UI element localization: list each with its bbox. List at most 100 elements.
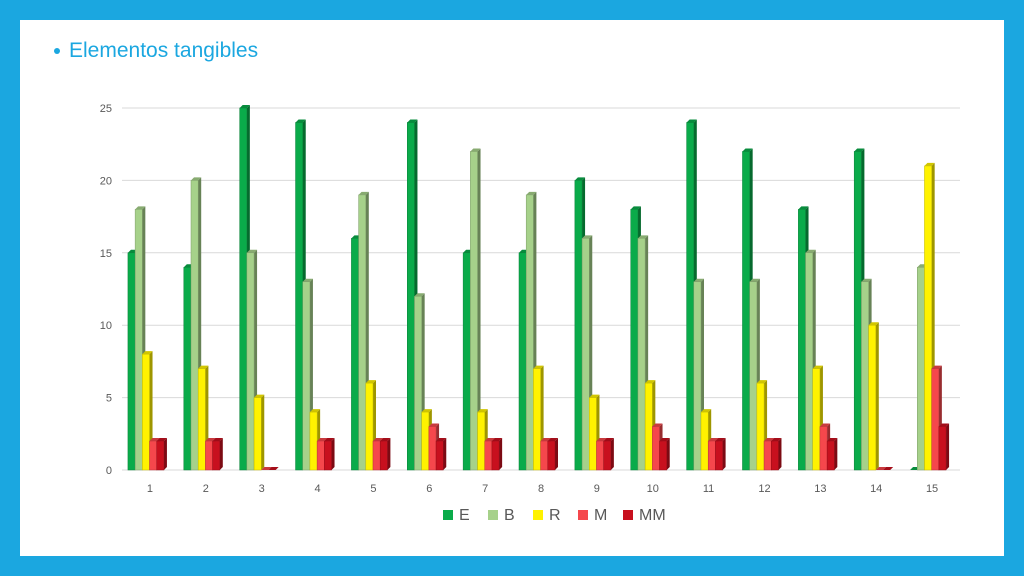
bar-MM-4 — [324, 440, 332, 471]
bar-E-11 — [686, 122, 695, 471]
bar-E-4 — [295, 122, 303, 471]
bar-top — [246, 249, 258, 253]
bar-top — [436, 438, 447, 442]
bar-top — [812, 365, 823, 369]
bar-MM-2 — [212, 440, 221, 471]
bar-MM-9 — [603, 440, 612, 471]
bar-R-5 — [365, 382, 374, 471]
bar-B-8 — [525, 194, 534, 471]
bar-M-11 — [707, 440, 716, 471]
legend-swatch-E — [443, 510, 453, 520]
bar-top — [574, 177, 586, 181]
bar-top — [742, 148, 753, 152]
bar-side — [163, 438, 167, 470]
bar-top — [659, 438, 670, 442]
bar-M-9 — [596, 440, 604, 471]
bar-top — [749, 278, 760, 282]
bar-MM-13 — [826, 440, 835, 471]
x-tick-label: 10 — [647, 483, 659, 495]
y-tick-label: 0 — [106, 465, 112, 477]
x-tick-label: 9 — [594, 483, 600, 495]
bar-top — [938, 423, 950, 427]
bar-top — [317, 438, 328, 442]
bar-R-3 — [253, 397, 262, 471]
bar-top — [149, 438, 160, 442]
bar-side — [387, 438, 391, 470]
bar-top — [686, 119, 697, 123]
bar-side — [261, 394, 265, 470]
bar-MM-8 — [547, 440, 556, 471]
bar-side — [477, 148, 481, 470]
bar-top — [805, 249, 816, 253]
bar-B-12 — [749, 281, 758, 471]
bar-top — [861, 278, 872, 282]
y-tick-label: 20 — [100, 175, 112, 187]
bar-top — [883, 467, 894, 470]
bar-top — [135, 206, 146, 210]
bar-B-9 — [581, 238, 590, 471]
bar-top — [156, 438, 167, 442]
bar-top — [239, 105, 250, 108]
legend-swatch-B — [488, 510, 498, 520]
bar-E-7 — [462, 252, 471, 471]
x-tick-label: 15 — [926, 483, 938, 495]
bar-B-7 — [470, 151, 478, 471]
bar-E-3 — [239, 107, 248, 471]
bar-top — [428, 423, 440, 427]
bar-E-10 — [630, 209, 639, 471]
x-tick-label: 1 — [147, 483, 153, 495]
bar-B-13 — [805, 252, 813, 471]
bar-R-14 — [868, 324, 877, 471]
bar-side — [778, 438, 782, 470]
bar-R-9 — [589, 397, 597, 471]
bar-R-8 — [533, 368, 541, 471]
slide-title: Elementos tangibles — [69, 39, 259, 62]
bar-MM-11 — [715, 440, 723, 471]
bar-R-15 — [924, 165, 932, 471]
bar-top — [380, 438, 391, 442]
bar-E-14 — [853, 151, 862, 471]
bar-top — [358, 191, 369, 195]
bar-E-5 — [351, 238, 359, 471]
bar-side — [722, 438, 726, 470]
bar-side — [666, 438, 670, 470]
bar-B-6 — [414, 295, 422, 471]
bar-MM-12 — [771, 440, 779, 471]
bar-top — [302, 278, 313, 282]
legend-label-M: M — [594, 507, 607, 524]
bar-top — [540, 438, 551, 442]
x-tick-label: 5 — [370, 483, 376, 495]
bar-E-12 — [742, 151, 750, 471]
bar-top — [526, 191, 537, 195]
bar-top — [701, 409, 712, 413]
bar-M-4 — [316, 440, 325, 471]
bar-B-5 — [358, 194, 367, 471]
x-tick-label: 14 — [870, 483, 882, 495]
bar-top — [582, 235, 593, 239]
bar-R-4 — [309, 411, 318, 471]
x-tick-label: 2 — [203, 483, 209, 495]
bar-side — [443, 438, 447, 470]
bar-MM-1 — [156, 440, 165, 471]
bar-R-10 — [644, 382, 653, 471]
bar-top — [421, 409, 432, 413]
bar-M-7 — [484, 440, 493, 471]
legend-swatch-R — [533, 510, 543, 520]
bar-top — [798, 206, 809, 210]
bar-top — [589, 394, 600, 398]
bar-top — [693, 278, 704, 282]
bar-top — [756, 380, 768, 384]
bar-top — [854, 148, 865, 152]
bar-top — [533, 365, 544, 369]
bar-top — [715, 438, 726, 442]
bar-B-3 — [246, 252, 255, 471]
x-tick-label: 7 — [482, 483, 488, 495]
bar-top — [212, 438, 223, 442]
bar-top — [365, 380, 376, 384]
bar-E-6 — [407, 122, 415, 471]
bar-top — [309, 409, 321, 413]
bar-side — [499, 438, 503, 470]
bar-top — [268, 467, 279, 470]
bar-MM-7 — [491, 440, 500, 471]
